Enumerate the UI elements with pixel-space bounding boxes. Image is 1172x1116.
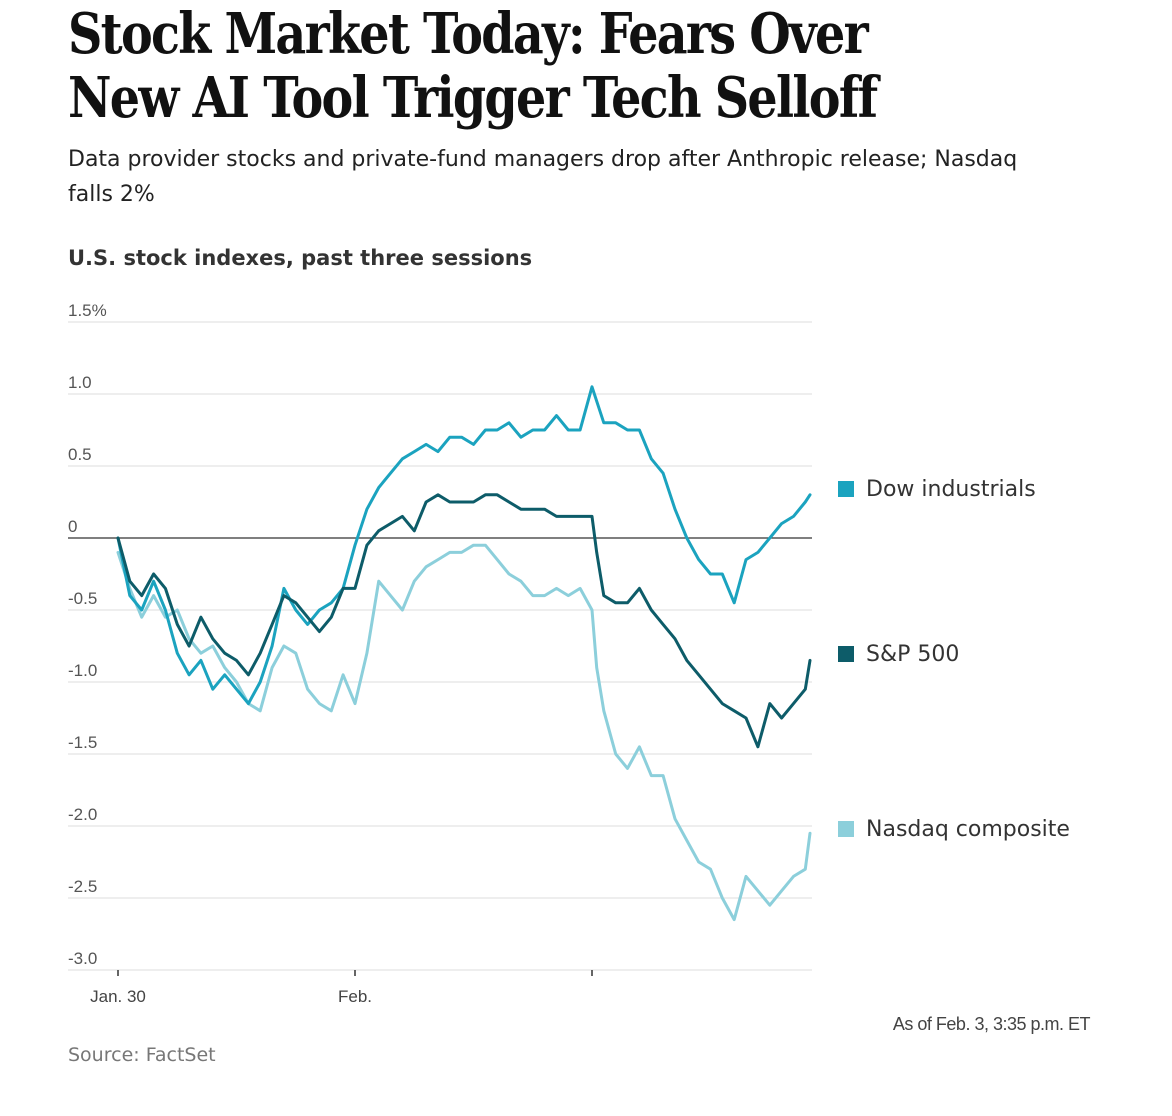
y-tick-label: 0.5 — [68, 445, 92, 464]
headline: Stock Market Today: Fears Over New AI To… — [68, 1, 878, 131]
legend-swatch — [838, 481, 854, 497]
y-tick-label: -1.5 — [68, 733, 97, 752]
legend-swatch — [838, 821, 854, 837]
legend-label: Nasdaq composite — [866, 817, 1070, 842]
chart-title: U.S. stock indexes, past three sessions — [68, 246, 533, 270]
y-tick-label: -0.5 — [68, 589, 97, 608]
legend-label: S&P 500 — [866, 642, 959, 667]
line-chart: 1.5% 1.0 0.5 0 -0.5 -1.0 -1.5 -2.0 -2.5 -3.0 Jan. … — [68, 301, 1070, 1006]
y-tick-label: -1.0 — [68, 661, 97, 680]
y-tick-label: -2.5 — [68, 877, 97, 896]
series-line-s-p-500 — [116, 493, 812, 749]
legend-swatch — [838, 646, 854, 662]
y-tick-label: -3.0 — [68, 949, 97, 968]
y-tick-label: 1.0 — [68, 373, 92, 392]
y-tick-label: -2.0 — [68, 805, 97, 824]
source-note: Source: FactSet — [68, 1044, 216, 1066]
y-tick-label: 0 — [68, 517, 77, 536]
y-tick-label: 1.5% — [68, 301, 107, 320]
legend-label: Dow industrials — [866, 477, 1036, 502]
series-line-dow-industrials — [116, 385, 812, 706]
dek: Data provider stocks and private-fund ma… — [68, 147, 1018, 207]
x-tick-label: Jan. 30 — [90, 987, 146, 1006]
series-line-nasdaq-composite — [116, 543, 812, 922]
timestamp-note: As of Feb. 3, 3:35 p.m. ET — [892, 1014, 1091, 1034]
x-tick-label: Feb. — [338, 987, 372, 1006]
